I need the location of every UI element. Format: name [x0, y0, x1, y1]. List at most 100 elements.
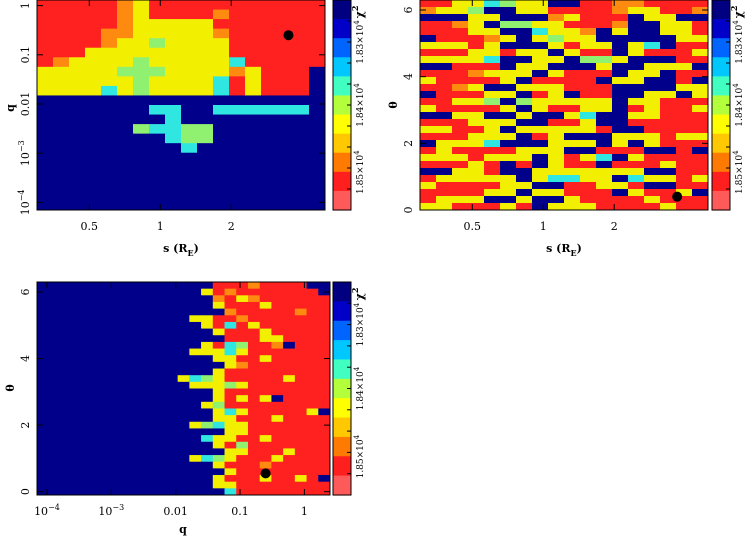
heatmap-cell	[452, 0, 469, 8]
heatmap-cell	[83, 468, 97, 476]
heatmap-cell	[580, 91, 597, 99]
heatmap-cell	[142, 301, 155, 310]
heatmap-cell	[213, 57, 230, 68]
heatmap-cell	[309, 47, 325, 58]
heatmap-cell	[676, 91, 693, 99]
heatmap-cell	[229, 76, 246, 87]
heatmap-cell	[294, 435, 308, 443]
heatmap-cell	[564, 189, 581, 197]
heatmap-cell	[154, 441, 167, 450]
heatmap-cell	[212, 321, 226, 330]
heatmap-cell	[95, 441, 108, 450]
best-fit-marker-q-theta	[260, 468, 271, 479]
heatmap-cell	[181, 66, 198, 77]
heatmap-cell	[48, 301, 62, 310]
heatmap-cell	[293, 57, 310, 68]
heatmap-cell	[532, 154, 549, 162]
heatmap-cell	[85, 133, 102, 144]
colorbar-segment	[333, 152, 351, 173]
colorbar-segment	[333, 436, 351, 457]
heatmap-cell	[53, 19, 70, 30]
heatmap-cell	[306, 481, 319, 489]
heatmap-cell	[142, 441, 155, 450]
heatmap-cell	[532, 98, 549, 106]
heatmap-cell	[212, 328, 226, 336]
heatmap-cell	[72, 308, 85, 316]
heatmap-cell	[692, 175, 708, 183]
heatmap-cell	[259, 335, 272, 343]
heatmap-cell	[165, 105, 182, 116]
heatmap-cell	[236, 355, 249, 363]
heatmap-cell	[692, 0, 708, 8]
heatmap-cell	[293, 133, 310, 144]
heatmap-cell	[580, 189, 597, 197]
heatmap-cell	[548, 98, 565, 106]
heatmap-cell	[452, 147, 469, 155]
heatmap-cell	[72, 401, 85, 410]
heatmap-cell	[154, 335, 167, 343]
heatmap-cell	[580, 42, 597, 50]
heatmap-cell	[197, 200, 214, 210]
heatmap-cell	[130, 361, 144, 370]
heatmap-cell	[293, 0, 310, 11]
heatmap-cell	[197, 9, 214, 20]
heatmap-cell	[85, 114, 102, 125]
heatmap-cell	[271, 315, 284, 323]
heatmap-cell	[628, 56, 645, 64]
heatmap-cell	[48, 455, 62, 463]
heatmap-cell	[83, 421, 97, 430]
heatmap-cell	[484, 0, 501, 8]
heatmap-cell	[48, 428, 62, 436]
heatmap-cell	[189, 301, 202, 310]
heatmap-cell	[500, 42, 517, 50]
heatmap-cell	[236, 475, 249, 483]
heatmap-cell	[500, 119, 517, 127]
heatmap-cell	[612, 84, 629, 92]
heatmap-cell	[165, 335, 179, 343]
heatmap-cell	[247, 328, 261, 336]
heatmap-cell	[580, 126, 597, 134]
heatmap-cell	[580, 84, 597, 92]
heatmap-cell	[628, 133, 645, 141]
heatmap-cell	[130, 455, 144, 463]
heatmap-cell	[548, 147, 565, 155]
heatmap-cell	[660, 161, 677, 169]
heatmap-cell	[142, 288, 155, 296]
heatmap-cell	[309, 0, 325, 11]
heatmap-cell	[177, 401, 190, 410]
heatmap-cell	[133, 95, 150, 106]
heatmap-cell	[149, 152, 166, 163]
heatmap-cell	[318, 415, 330, 423]
heatmap-cell	[436, 112, 453, 120]
heatmap-cell	[628, 7, 645, 15]
heatmap-cell	[271, 288, 284, 296]
heatmap-cell	[436, 98, 453, 106]
heatmap-cell	[213, 171, 230, 182]
heatmap-cell	[133, 85, 150, 97]
heatmap-cell	[676, 84, 693, 92]
heatmap-cell	[101, 200, 118, 210]
heatmap-cell	[48, 388, 62, 396]
heatmap-cell	[548, 140, 565, 148]
colorbar-segment	[333, 19, 351, 39]
heatmap-cell	[119, 448, 132, 456]
heatmap-cell	[213, 124, 230, 135]
heatmap-cell	[69, 47, 86, 58]
heatmap-cell	[516, 77, 533, 85]
heatmap-cell	[271, 448, 284, 456]
heatmap-cell	[283, 282, 296, 290]
heatmap-cell	[201, 401, 214, 410]
heatmap-cell	[259, 461, 272, 469]
heatmap-cell	[83, 348, 97, 356]
colorbar-segment	[712, 38, 730, 58]
heatmap-cell	[548, 126, 565, 134]
heatmap-cell	[189, 408, 202, 416]
heatmap-cell	[259, 448, 272, 456]
heatmap-cell	[130, 368, 144, 376]
heatmap-cell	[283, 375, 296, 383]
heatmap-cell	[197, 47, 214, 58]
heatmap-cell	[283, 381, 296, 390]
heatmap-cell	[201, 408, 214, 416]
heatmap-cell	[644, 119, 661, 127]
heatmap-cell	[420, 49, 437, 57]
